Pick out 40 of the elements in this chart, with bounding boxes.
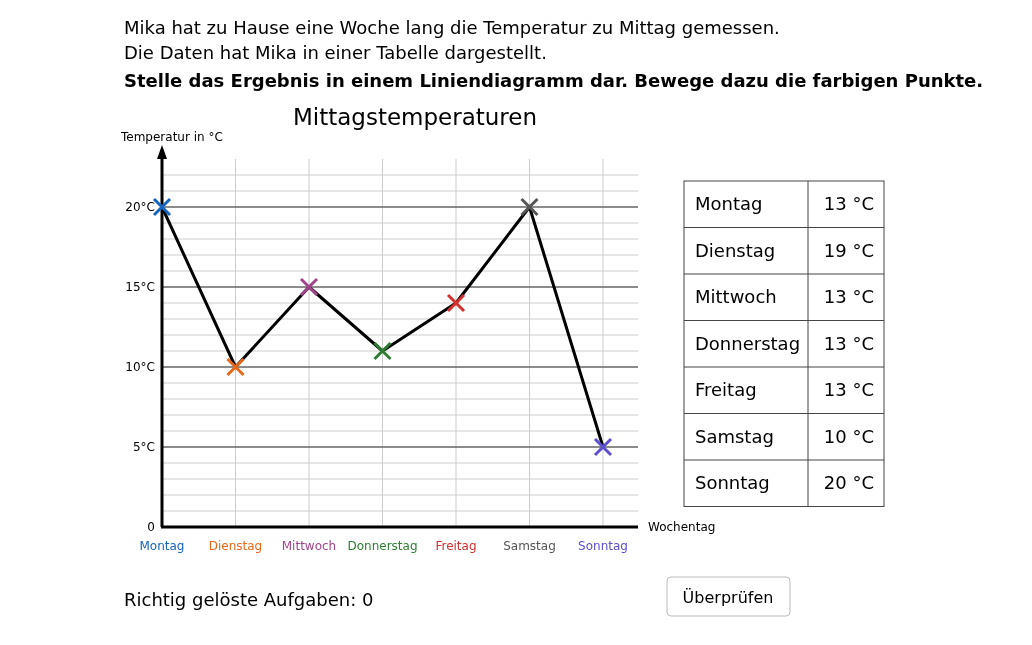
text: 10 °C: [823, 425, 874, 447]
x-tick-label: Freitag: [435, 539, 477, 553]
text: Überprüfen: [682, 588, 774, 607]
text: 13 °C: [823, 379, 874, 400]
chart-title: Mittagstemperaturen: [292, 104, 538, 130]
point: [226, 357, 245, 377]
point: [593, 437, 613, 457]
text: Samstag: [695, 425, 774, 447]
text: Sonntag: [695, 472, 770, 493]
x-tick-label: Sonntag: [578, 539, 628, 553]
text: Mika hat zu Hause eine Woche lang die Temperatur zu Mittag gemessen.: [124, 17, 780, 38]
text: Richtig gelöste Aufgaben: 0: [124, 589, 374, 610]
x-tick-label: Samstag: [503, 539, 556, 553]
x-tick-label: Dienstag: [208, 539, 263, 553]
text: Stelle das Ergebnis in einem Liniendiagramm dar. Bewege dazu die farbigen Punkte.: [124, 70, 984, 91]
x-tick-label: Mittwoch: [281, 539, 337, 553]
y-tick-label: 0: [147, 520, 155, 534]
y-tick-label: 20°C: [125, 200, 155, 214]
text: 13 °C: [823, 193, 874, 214]
text: 19 °C: [823, 239, 874, 261]
x-axis-title: Wochentag: [648, 520, 716, 534]
y-tick-label: 10°C: [125, 360, 155, 374]
y-axis-title: Temperatur in °C: [120, 130, 223, 144]
text: 13 °C: [823, 332, 874, 354]
text: Freitag: [695, 379, 757, 400]
point: [299, 277, 319, 297]
point: [373, 341, 392, 361]
text: 20 °C: [823, 472, 874, 493]
text: 13 °C: [823, 286, 874, 307]
text: Die Daten hat Mika in einer Tabelle dargestellt.: [124, 42, 547, 63]
y-tick-label: 5°C: [132, 440, 155, 454]
x-tick-label: Donnerstag: [347, 539, 418, 553]
y-tick-label: 15°C: [125, 280, 155, 294]
point: [520, 197, 539, 217]
text: Dienstag: [695, 239, 776, 261]
text: Montag: [695, 193, 763, 214]
text: Mittwoch: [695, 286, 777, 307]
x-tick-label: Montag: [139, 539, 185, 553]
point: [446, 293, 466, 313]
text: Donnerstag: [695, 332, 801, 354]
